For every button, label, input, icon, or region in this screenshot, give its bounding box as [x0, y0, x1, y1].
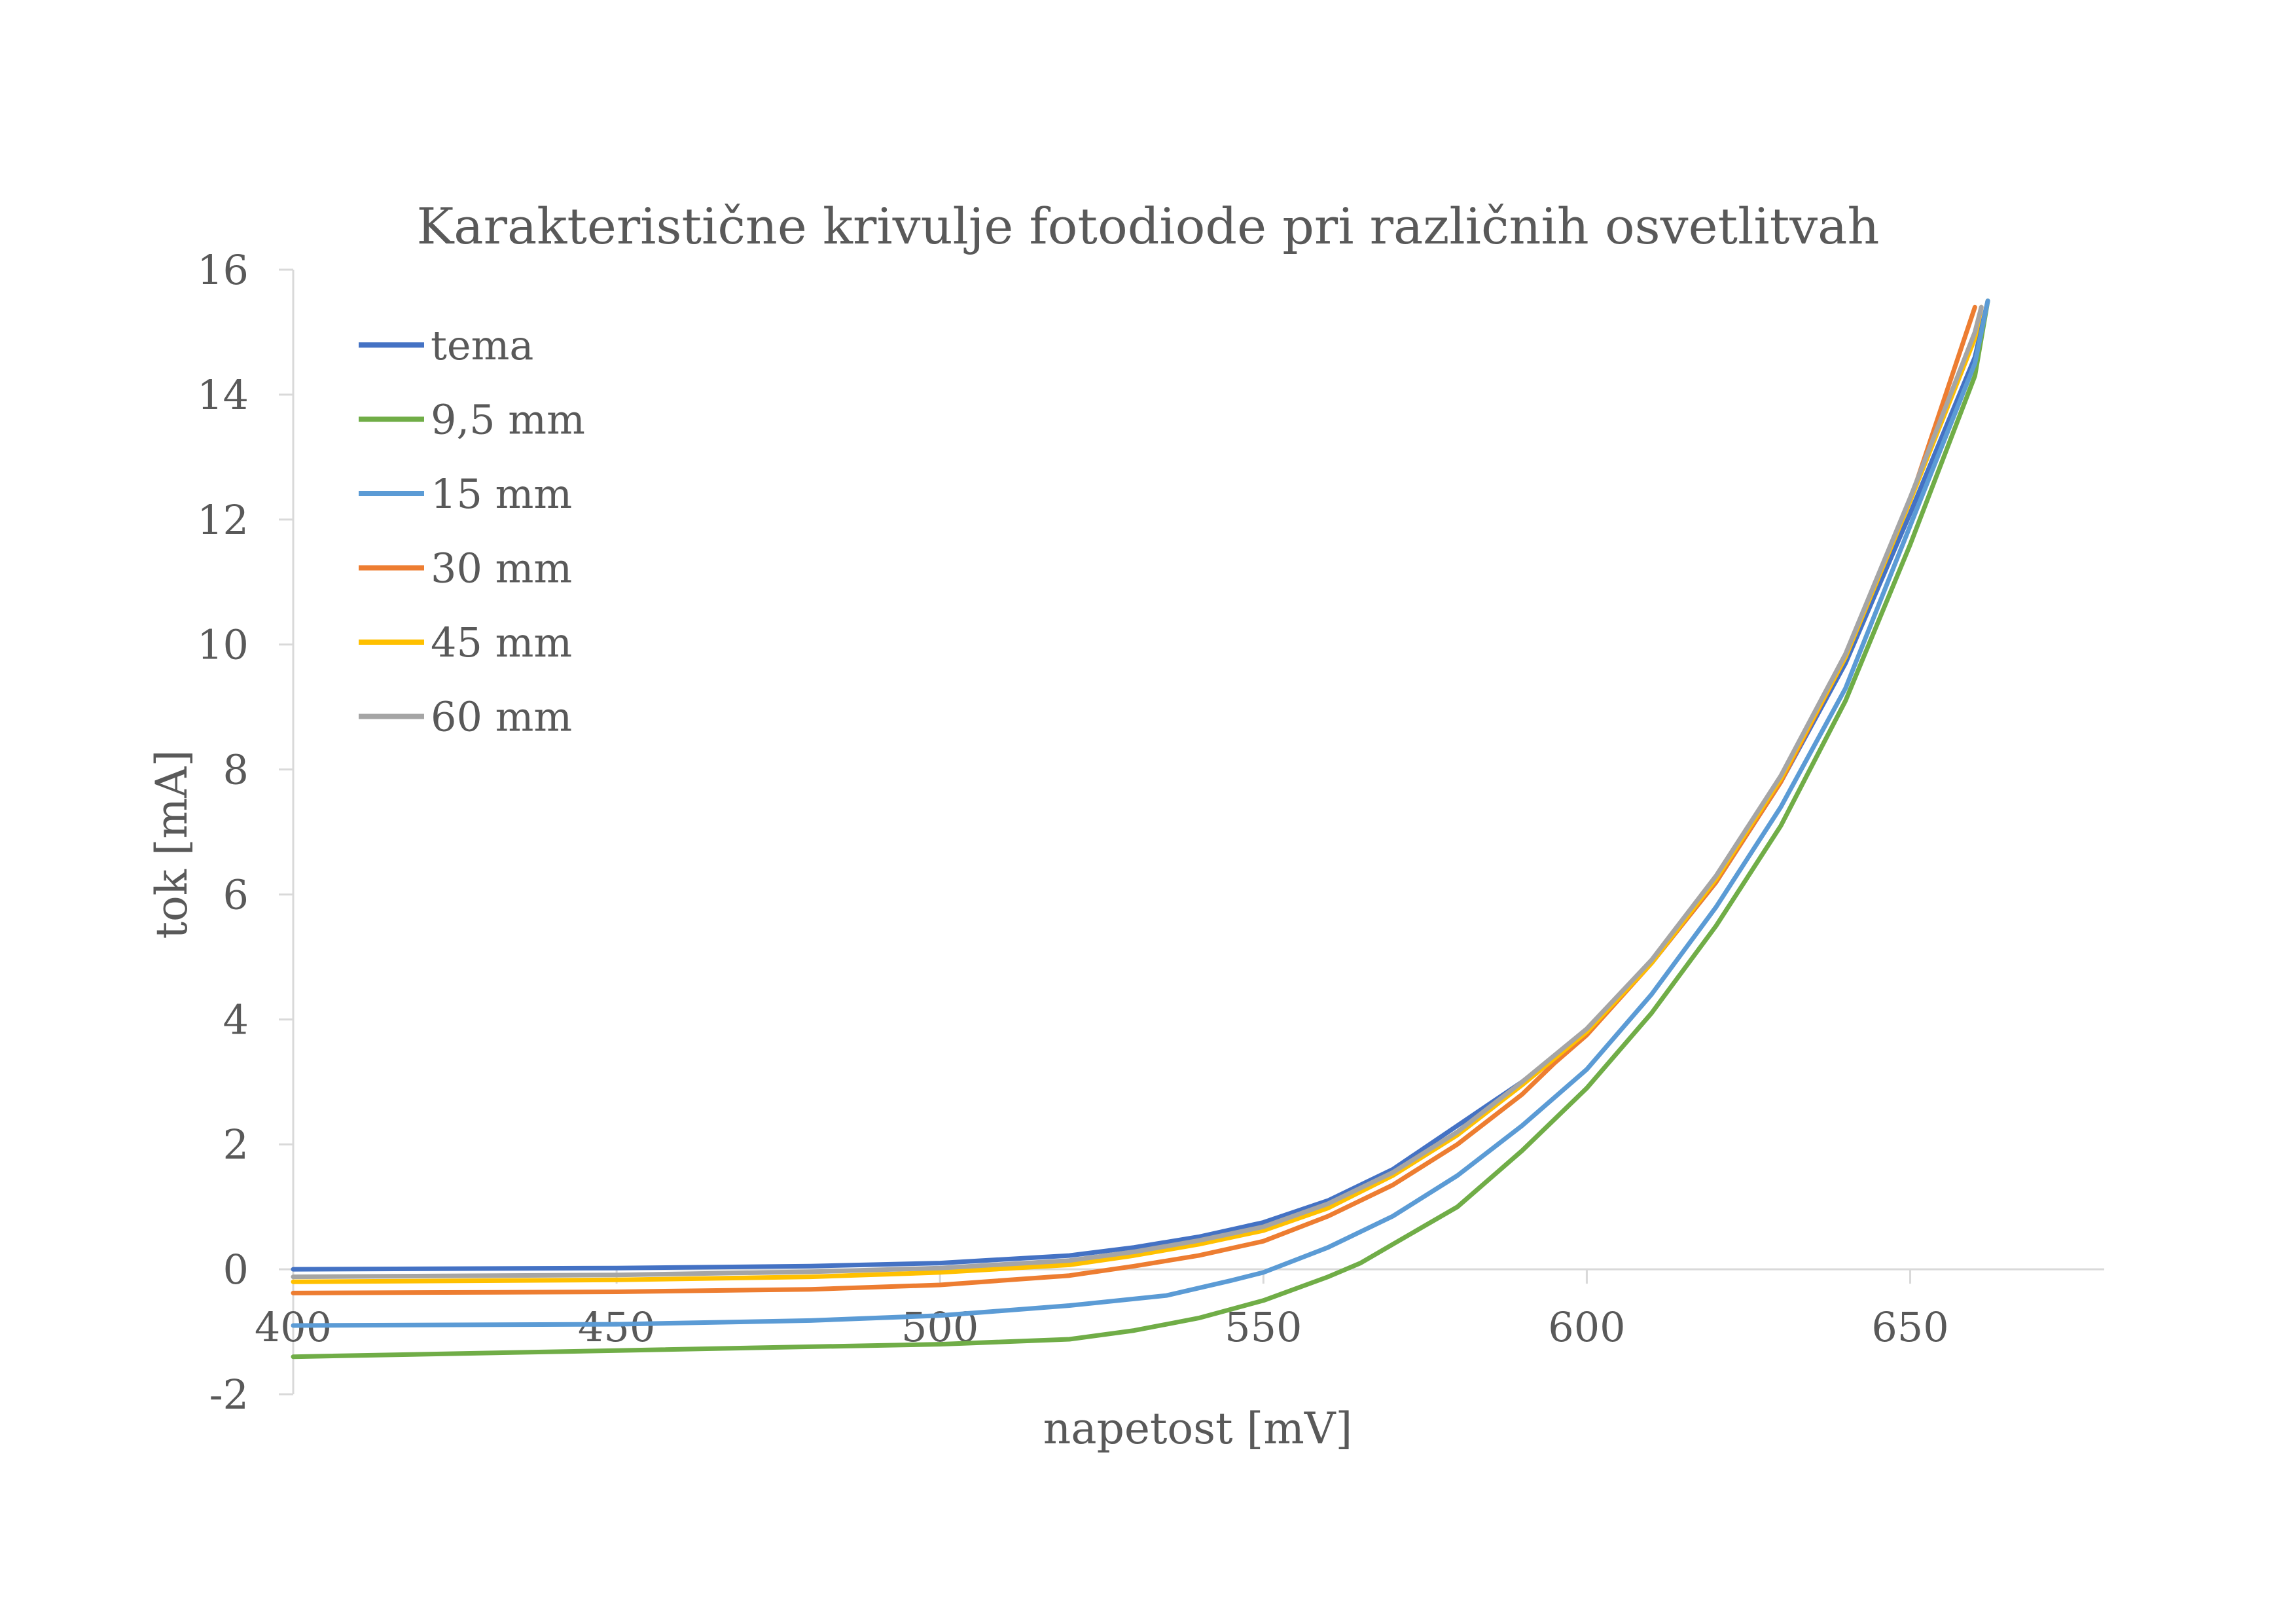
legend-label-2: 15 mm	[431, 470, 572, 518]
legend-label-3: 30 mm	[431, 545, 572, 592]
x-tick-label: 550	[1225, 1303, 1302, 1351]
legend-label-1: 9,5 mm	[431, 396, 585, 444]
y-tick-label: 2	[223, 1121, 249, 1168]
legend-label-5: 60 mm	[431, 693, 572, 741]
series-line-5	[291, 304, 1984, 1280]
x-tick-label: 600	[1548, 1303, 1625, 1351]
y-axis-label: tok [mA]	[147, 750, 197, 939]
x-tick-label: 650	[1871, 1303, 1948, 1351]
y-tick-label: 12	[197, 496, 249, 544]
legend-label-0: tema	[431, 321, 533, 369]
y-tick-label: -2	[209, 1371, 249, 1418]
series-line-1	[291, 298, 1990, 1360]
x-axis-label: napetost [mV]	[1043, 1403, 1353, 1454]
y-tick-label: 8	[223, 746, 249, 794]
y-tick-label: 6	[223, 871, 249, 918]
x-tick-label: 450	[578, 1303, 655, 1351]
series-line-2	[291, 298, 1990, 1328]
legend-label-4: 45 mm	[431, 619, 572, 666]
y-tick-label: 0	[223, 1246, 249, 1293]
y-tick-label: 14	[197, 371, 249, 419]
series-line-0	[291, 298, 1990, 1272]
chart-title: Karakteristične krivulje fotodiode pri r…	[417, 197, 1880, 255]
y-tick-label: 16	[197, 246, 249, 294]
legend: tema 9,5 mm 15 mm 30 mm 45 mm 60 mm	[359, 321, 585, 741]
series-layer	[291, 298, 1990, 1360]
y-tick-label: 10	[197, 621, 249, 669]
y-tick-label: 4	[223, 996, 249, 1043]
